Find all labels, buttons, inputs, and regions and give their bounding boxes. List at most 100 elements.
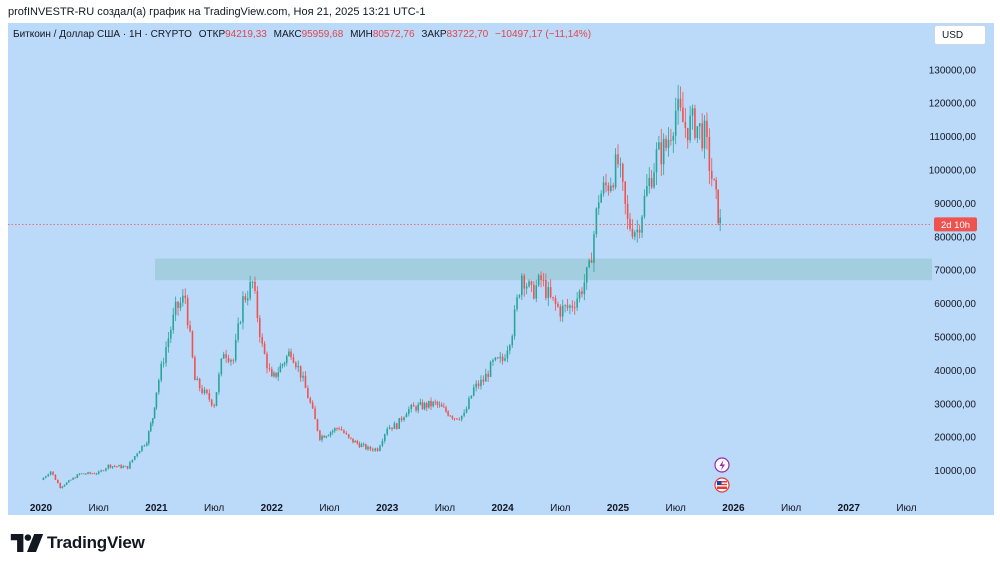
candle-body	[696, 126, 699, 138]
y-tick-label: 10000,00	[934, 466, 976, 477]
candle-body	[208, 393, 211, 400]
candle-body	[220, 358, 223, 375]
close-value: 83722,70	[446, 29, 489, 40]
candle-body	[158, 380, 160, 393]
candle-body	[356, 440, 359, 444]
candle-body	[288, 351, 290, 357]
attribution-line: profINVESTR-RU создал(а) график на Tradi…	[8, 6, 426, 18]
candle-body	[147, 431, 150, 444]
candle-body	[588, 260, 590, 268]
candle-body	[501, 356, 504, 361]
y-tick-label: 50000,00	[934, 333, 976, 344]
candle-body	[67, 480, 70, 483]
candle-body	[360, 444, 363, 448]
candle-body	[151, 418, 154, 424]
candle-body	[109, 464, 112, 468]
candle-body	[453, 418, 456, 420]
candle-body	[624, 181, 627, 204]
candle-body	[275, 372, 277, 377]
y-tick-label: 110000,00	[929, 132, 976, 143]
candle-body	[327, 435, 330, 437]
candle-body	[719, 217, 721, 224]
support-zone	[155, 258, 932, 281]
candle-body	[383, 434, 386, 441]
price-tag-box	[934, 217, 977, 232]
tradingview-logo[interactable]: TradingView	[10, 533, 145, 553]
y-tick-label: 70000,00	[934, 266, 976, 277]
candle-body	[468, 398, 470, 409]
candle-body	[369, 446, 372, 450]
candle-body	[323, 435, 325, 438]
candle-body	[658, 142, 660, 150]
candle-body	[302, 375, 304, 378]
candle-body	[362, 444, 365, 446]
candle-body	[299, 365, 302, 378]
candle-body	[133, 456, 136, 460]
candle-body	[206, 389, 208, 394]
candle-body	[405, 413, 408, 418]
candle-body	[440, 404, 443, 407]
high-label: МАКС	[273, 29, 302, 40]
candle-body	[234, 339, 237, 361]
candle-body	[614, 154, 617, 188]
candle-body	[701, 123, 703, 149]
candle-body	[165, 347, 167, 363]
price-axis-area[interactable]	[932, 23, 994, 515]
y-tick-label: 60000,00	[934, 299, 976, 310]
candle-body	[549, 287, 552, 298]
candle-body	[95, 473, 98, 475]
candle-body	[182, 295, 184, 303]
candle-body	[423, 403, 426, 409]
candle-body	[268, 368, 271, 370]
candle-body	[230, 359, 232, 362]
candle-body	[480, 379, 482, 387]
candle-body	[172, 314, 175, 330]
candle-body	[698, 123, 701, 127]
candle-body	[530, 281, 533, 285]
candle-body	[167, 338, 170, 348]
candle-body	[477, 383, 480, 387]
candle-body	[391, 427, 393, 429]
us-flag-event-icon-stripe	[717, 482, 727, 484]
candle-body	[309, 398, 312, 403]
candle-body	[521, 275, 523, 296]
candle-body	[45, 476, 47, 478]
candle-body	[597, 202, 600, 209]
candle-body	[674, 110, 677, 136]
currency-button[interactable]: USD	[934, 25, 986, 45]
candle-body	[116, 466, 118, 468]
symbol-name[interactable]: Биткоин / Доллар США · 1Н · CRYPTO	[13, 29, 192, 40]
candle-body	[475, 383, 477, 388]
candle-body	[710, 170, 713, 179]
candle-body	[177, 301, 179, 308]
candle-body	[273, 372, 275, 377]
candle-body	[540, 275, 542, 281]
candle-body	[602, 182, 605, 194]
candle-body	[528, 281, 530, 287]
candle-body	[122, 466, 125, 468]
candle-body	[174, 301, 177, 315]
candle-body	[403, 417, 405, 421]
candle-body	[120, 465, 122, 468]
candle-body	[194, 357, 196, 381]
candle-body	[463, 412, 465, 416]
x-tick-label: 2023	[376, 503, 399, 514]
candle-body	[170, 329, 172, 339]
candle-body	[249, 282, 251, 299]
candle-body	[89, 472, 91, 474]
candle-body	[215, 392, 218, 407]
candle-body	[290, 351, 292, 358]
y-tick-label: 130000,00	[929, 65, 977, 76]
candle-body	[583, 282, 586, 295]
candle-body	[232, 359, 235, 361]
candle-body	[65, 482, 68, 485]
candle-body	[417, 404, 419, 411]
candle-body	[516, 297, 518, 310]
open-label: ОТКР	[198, 29, 226, 40]
candle-body	[470, 395, 473, 399]
candle-body	[684, 122, 687, 128]
candle-body	[283, 362, 286, 365]
candle-body	[578, 291, 581, 299]
candle-body	[141, 445, 143, 452]
